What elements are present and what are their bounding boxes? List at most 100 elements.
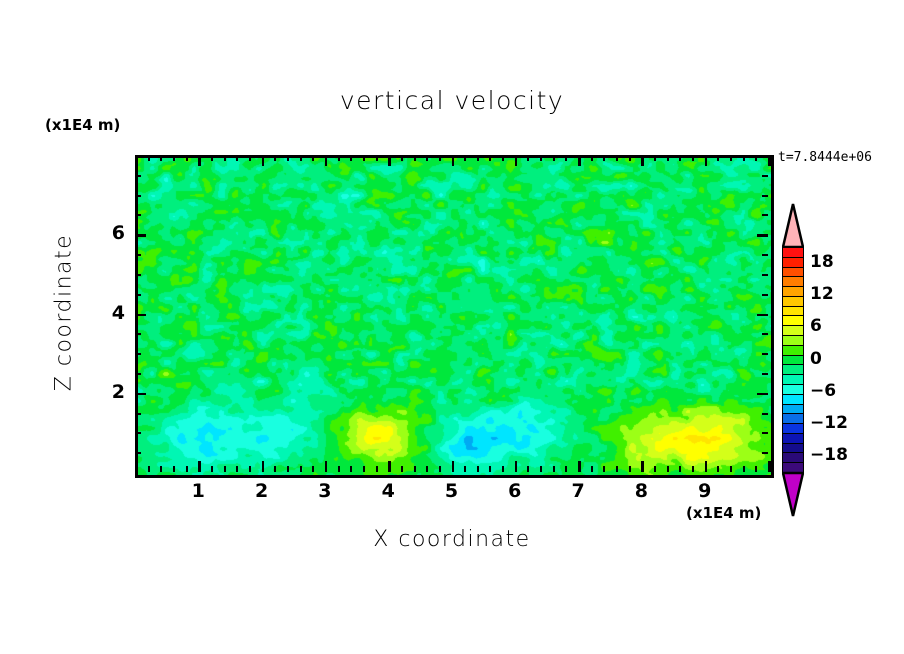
tick-mark (426, 466, 429, 472)
y-tick-label: 4 (111, 301, 125, 324)
colorbar-tick-label: 12 (810, 284, 834, 305)
tick-mark (514, 155, 518, 166)
tick-mark (223, 155, 226, 161)
colorbar-over-arrow (781, 203, 805, 249)
tick-mark (438, 155, 441, 161)
tick-mark (762, 194, 768, 197)
tick-mark (426, 155, 429, 161)
tick-mark (762, 333, 768, 336)
tick-mark (552, 466, 555, 472)
tick-mark (679, 155, 682, 161)
tick-mark (286, 466, 289, 472)
tick-mark (654, 466, 657, 472)
tick-mark (451, 155, 454, 166)
tick-mark (502, 466, 505, 472)
tick-mark (324, 461, 328, 472)
colorbar-tick-label: 18 (810, 252, 834, 273)
tick-mark (261, 155, 265, 166)
tick-mark (641, 461, 644, 472)
tick-mark (762, 353, 768, 356)
tick-mark (762, 254, 768, 257)
tick-mark (755, 466, 758, 472)
tick-mark (757, 313, 768, 316)
tick-mark (590, 155, 593, 161)
tick-mark (742, 155, 745, 161)
x-tick-label: 7 (571, 480, 585, 502)
tick-mark (236, 155, 239, 161)
tick-mark (552, 155, 555, 161)
x-tick-label: 1 (191, 480, 205, 502)
tick-mark (135, 194, 141, 197)
tick-mark (590, 466, 593, 472)
tick-mark (210, 155, 213, 161)
tick-mark (717, 466, 720, 472)
tick-mark (135, 432, 141, 435)
tick-mark (616, 466, 619, 472)
tick-mark (717, 155, 720, 161)
tick-mark (527, 155, 530, 161)
vertical-velocity-field (138, 158, 771, 475)
tick-mark (603, 155, 606, 161)
tick-mark (147, 466, 150, 472)
y-tick-label: 6 (111, 222, 125, 245)
tick-mark (762, 432, 768, 435)
x-tick-label: 6 (508, 480, 522, 502)
tick-mark (198, 461, 201, 472)
tick-mark (274, 155, 277, 161)
tick-mark (565, 155, 568, 161)
tick-mark (628, 155, 631, 161)
tick-mark (755, 155, 758, 161)
tick-mark (762, 214, 768, 217)
tick-mark (362, 155, 365, 161)
x-tick-label: 3 (318, 480, 332, 502)
tick-mark (762, 174, 768, 177)
contour-plot-area (135, 155, 774, 478)
tick-mark (135, 452, 141, 455)
tick-mark (388, 461, 391, 472)
tick-mark (464, 155, 467, 161)
tick-mark (451, 461, 454, 472)
tick-mark (248, 155, 251, 161)
tick-mark (261, 461, 265, 472)
tick-mark (223, 466, 226, 472)
y-axis-label: Z coordinate (51, 233, 77, 392)
y-axis-units: (x1E4 m) (45, 116, 121, 134)
tick-mark (274, 466, 277, 472)
tick-mark (172, 466, 175, 472)
tick-mark (527, 466, 530, 472)
tick-mark (679, 466, 682, 472)
tick-mark (757, 392, 768, 396)
x-tick-label: 9 (698, 480, 712, 502)
tick-mark (135, 174, 141, 177)
tick-mark (286, 155, 289, 161)
tick-mark (489, 155, 492, 161)
timestamp-annotation: t=7.8444e+06 (778, 150, 872, 165)
tick-mark (135, 353, 141, 356)
tick-mark (135, 412, 141, 415)
tick-mark (704, 155, 708, 166)
tick-mark (413, 155, 416, 161)
tick-mark (692, 155, 695, 161)
tick-mark (666, 466, 669, 472)
tick-mark (337, 155, 340, 161)
tick-mark (362, 466, 365, 472)
tick-mark (730, 155, 733, 161)
tick-mark (400, 466, 403, 472)
tick-mark (135, 293, 141, 296)
x-tick-label: 8 (634, 480, 648, 502)
tick-mark (299, 466, 302, 472)
tick-mark (476, 155, 479, 161)
tick-mark (160, 155, 163, 161)
tick-mark (210, 466, 213, 472)
chart-title: vertical velocity (339, 86, 565, 115)
colorbar-tick-label: 0 (810, 348, 822, 369)
tick-mark (502, 155, 505, 161)
tick-mark (692, 466, 695, 472)
tick-mark (565, 466, 568, 472)
tick-mark (768, 155, 771, 166)
tick-mark (350, 155, 353, 161)
tick-mark (654, 155, 657, 161)
x-axis-units: (x1E4 m) (686, 504, 762, 522)
tick-mark (312, 155, 315, 161)
